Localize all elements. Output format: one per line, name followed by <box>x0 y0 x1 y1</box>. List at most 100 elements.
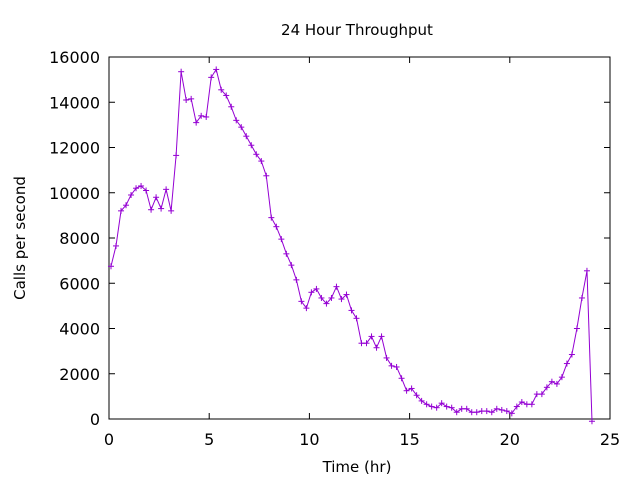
data-point <box>513 403 520 410</box>
data-point <box>163 186 170 193</box>
data-point <box>183 96 190 103</box>
x-tick-label: 10 <box>299 430 319 449</box>
data-point <box>108 263 115 270</box>
data-point <box>493 405 500 412</box>
data-point <box>488 409 495 416</box>
data-point <box>138 182 145 189</box>
data-point <box>398 375 405 382</box>
data-point <box>203 113 210 120</box>
data-point <box>333 283 340 290</box>
data-point <box>328 294 335 301</box>
data-point <box>413 392 420 399</box>
data-point <box>263 172 270 179</box>
data-point <box>343 291 350 298</box>
data-point <box>198 112 205 119</box>
data-point <box>168 207 175 214</box>
data-point <box>378 333 385 340</box>
y-tick-label: 6000 <box>59 274 100 293</box>
data-point <box>313 285 320 292</box>
data-point <box>228 103 235 110</box>
data-point <box>258 158 265 165</box>
data-point <box>533 391 540 398</box>
data-point <box>553 380 560 387</box>
data-point <box>248 142 255 149</box>
data-point <box>428 403 435 410</box>
data-point <box>143 187 150 194</box>
data-point <box>383 354 390 361</box>
data-point <box>298 298 305 305</box>
data-point <box>393 363 400 370</box>
data-point <box>453 409 460 416</box>
data-point <box>338 296 345 303</box>
plot-frame <box>108 56 611 420</box>
y-tick-label: 4000 <box>59 320 100 339</box>
chart-title: 24 Hour Throughput <box>281 21 433 39</box>
data-point <box>368 333 375 340</box>
data-point <box>193 119 200 126</box>
data-point <box>358 340 365 347</box>
data-point <box>173 152 180 159</box>
data-point <box>568 351 575 358</box>
data-point <box>438 400 445 407</box>
x-axis: 0 5 10 15 20 25 <box>104 57 620 449</box>
data-point <box>188 95 195 102</box>
y-axis: 0 2000 4000 6000 8000 10000 12000 14000 16000 <box>49 48 610 429</box>
data-point <box>423 401 430 408</box>
data-point <box>118 207 125 214</box>
data-point <box>373 344 380 351</box>
data-point <box>403 387 410 394</box>
data-point <box>473 409 480 416</box>
data-point <box>463 405 470 412</box>
data-point <box>238 124 245 131</box>
data-point <box>253 151 260 158</box>
data-point <box>363 340 370 347</box>
data-point <box>558 374 565 381</box>
data-point <box>443 403 450 410</box>
data-point <box>418 397 425 404</box>
plot-border <box>108 56 611 420</box>
data-point <box>353 315 360 322</box>
data-point <box>278 236 285 243</box>
x-tick-label: 0 <box>104 430 114 449</box>
data-point <box>128 192 135 199</box>
data-point <box>573 325 580 332</box>
data-point <box>303 305 310 312</box>
data-point <box>503 408 510 415</box>
y-tick-label: 8000 <box>59 229 100 248</box>
data-point <box>213 66 220 73</box>
data-point <box>583 267 590 274</box>
data-point <box>388 362 395 369</box>
data-point <box>433 404 440 411</box>
x-tick-label: 25 <box>600 430 620 449</box>
data-point <box>578 294 585 301</box>
data-point <box>218 86 225 93</box>
y-axis-label: Calls per second <box>11 176 29 300</box>
data-point <box>548 378 555 385</box>
data-point <box>323 300 330 307</box>
y-tick-label: 10000 <box>49 184 100 203</box>
data-point <box>448 404 455 411</box>
data-point <box>208 74 215 81</box>
data-point <box>498 406 505 413</box>
data-point <box>468 409 475 416</box>
data-point <box>273 223 280 230</box>
x-axis-label: Time (hr) <box>322 458 392 476</box>
data-point <box>233 117 240 124</box>
x-tick-label: 5 <box>204 430 214 449</box>
y-tick-label: 12000 <box>49 139 100 158</box>
data-point <box>153 194 160 201</box>
data-point <box>518 399 525 406</box>
x-tick-label: 15 <box>399 430 419 449</box>
data-point <box>223 92 230 99</box>
data-point <box>588 418 595 425</box>
data-point <box>528 401 535 408</box>
y-tick-label: 16000 <box>49 48 100 67</box>
y-tick-label: 14000 <box>49 93 100 112</box>
data-point <box>348 307 355 314</box>
data-point <box>123 202 130 209</box>
data-point <box>133 185 140 192</box>
data-point <box>483 408 490 415</box>
data-point <box>523 401 530 408</box>
y-tick-label: 2000 <box>59 365 100 384</box>
